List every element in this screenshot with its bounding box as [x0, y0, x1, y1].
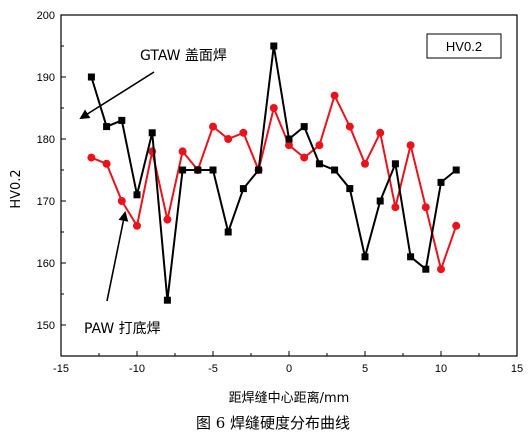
- data-point-paw: [178, 147, 187, 156]
- y-tick-label: 170: [37, 196, 55, 208]
- axes: -15 -10 -5 0 5 10 15 150 160 170 180 190 200: [37, 10, 523, 375]
- data-point-gtaw: [331, 166, 339, 174]
- series-line-gtaw: [90, 45, 457, 301]
- series-layer: [87, 42, 461, 304]
- x-tick-label: 0: [286, 363, 292, 375]
- x-tick-label: -15: [53, 363, 69, 375]
- y-axis-title: HV0.2: [9, 169, 24, 208]
- data-point-gtaw: [224, 228, 232, 236]
- data-point-paw: [285, 141, 293, 150]
- data-point-gtaw: [103, 123, 111, 131]
- data-point-paw: [269, 104, 278, 112]
- series-line-paw: [91, 92, 458, 273]
- y-tick-label: 160: [37, 258, 55, 270]
- x-tick-label: 10: [435, 363, 447, 375]
- data-point-gtaw: [407, 253, 415, 261]
- x-axis-title: 距焊缝中心距离/mm: [229, 390, 350, 406]
- data-point-gtaw: [255, 166, 263, 174]
- data-point-paw: [300, 153, 309, 162]
- y-tick-label: 150: [37, 320, 55, 332]
- data-point-paw: [209, 122, 217, 131]
- plot-frame: [60, 14, 518, 357]
- y-tick-label: 190: [37, 72, 55, 84]
- legend-box: HV0.2: [426, 33, 502, 59]
- annotation-gtaw: GTAW 盖面焊: [140, 48, 227, 64]
- figure-caption: 图 6 焊缝硬度分布曲线: [196, 414, 350, 432]
- x-tick-label: -5: [208, 363, 218, 375]
- legend-box-frame: [426, 33, 502, 59]
- arrow-paw: [106, 211, 129, 302]
- data-point-gtaw: [270, 42, 278, 50]
- data-point-gtaw: [376, 197, 384, 205]
- series-gtaw: [87, 42, 460, 304]
- series-paw: [87, 91, 461, 274]
- data-point-gtaw: [148, 129, 156, 137]
- data-point-gtaw: [315, 160, 323, 168]
- data-point-paw: [376, 128, 385, 137]
- data-point-gtaw: [346, 185, 354, 193]
- data-point-gtaw: [179, 166, 187, 174]
- data-point-paw: [239, 128, 248, 137]
- data-point-gtaw: [133, 191, 141, 199]
- data-point-gtaw: [361, 253, 369, 261]
- arrow-gtaw: [79, 71, 155, 120]
- data-point-paw: [406, 141, 415, 150]
- data-point-gtaw: [194, 166, 202, 174]
- data-point-paw: [330, 91, 339, 100]
- data-point-gtaw: [239, 185, 247, 193]
- x-tick-label: -10: [129, 363, 145, 375]
- data-point-gtaw: [391, 160, 399, 168]
- data-point-gtaw: [118, 116, 126, 124]
- data-point-paw: [452, 221, 461, 230]
- data-point-paw: [133, 221, 141, 230]
- data-point-paw: [391, 203, 400, 212]
- data-point-gtaw: [300, 123, 308, 131]
- data-point-gtaw: [452, 166, 460, 174]
- data-point-paw: [361, 159, 369, 168]
- y-tick-label: 200: [37, 10, 55, 22]
- annotation-paw: PAW 打底焊: [84, 320, 161, 337]
- data-point-gtaw: [437, 178, 445, 186]
- data-point-paw: [117, 197, 126, 205]
- data-point-gtaw: [285, 135, 293, 143]
- x-tick-label: 5: [362, 363, 368, 375]
- data-point-gtaw: [209, 166, 217, 174]
- data-point-paw: [102, 159, 111, 168]
- data-point-paw: [345, 122, 354, 131]
- data-point-paw: [224, 135, 233, 143]
- legend-box-label: HV0.2: [446, 39, 482, 54]
- annotations: [79, 71, 155, 302]
- data-point-paw: [421, 203, 430, 212]
- data-point-paw: [437, 265, 445, 274]
- data-point-gtaw: [163, 296, 171, 304]
- x-tick-label: 15: [511, 363, 523, 375]
- data-point-paw: [315, 141, 324, 150]
- data-point-gtaw: [87, 73, 95, 81]
- data-point-paw: [87, 153, 96, 162]
- data-point-gtaw: [422, 265, 430, 273]
- y-tick-label: 180: [37, 134, 55, 146]
- data-point-paw: [163, 215, 172, 224]
